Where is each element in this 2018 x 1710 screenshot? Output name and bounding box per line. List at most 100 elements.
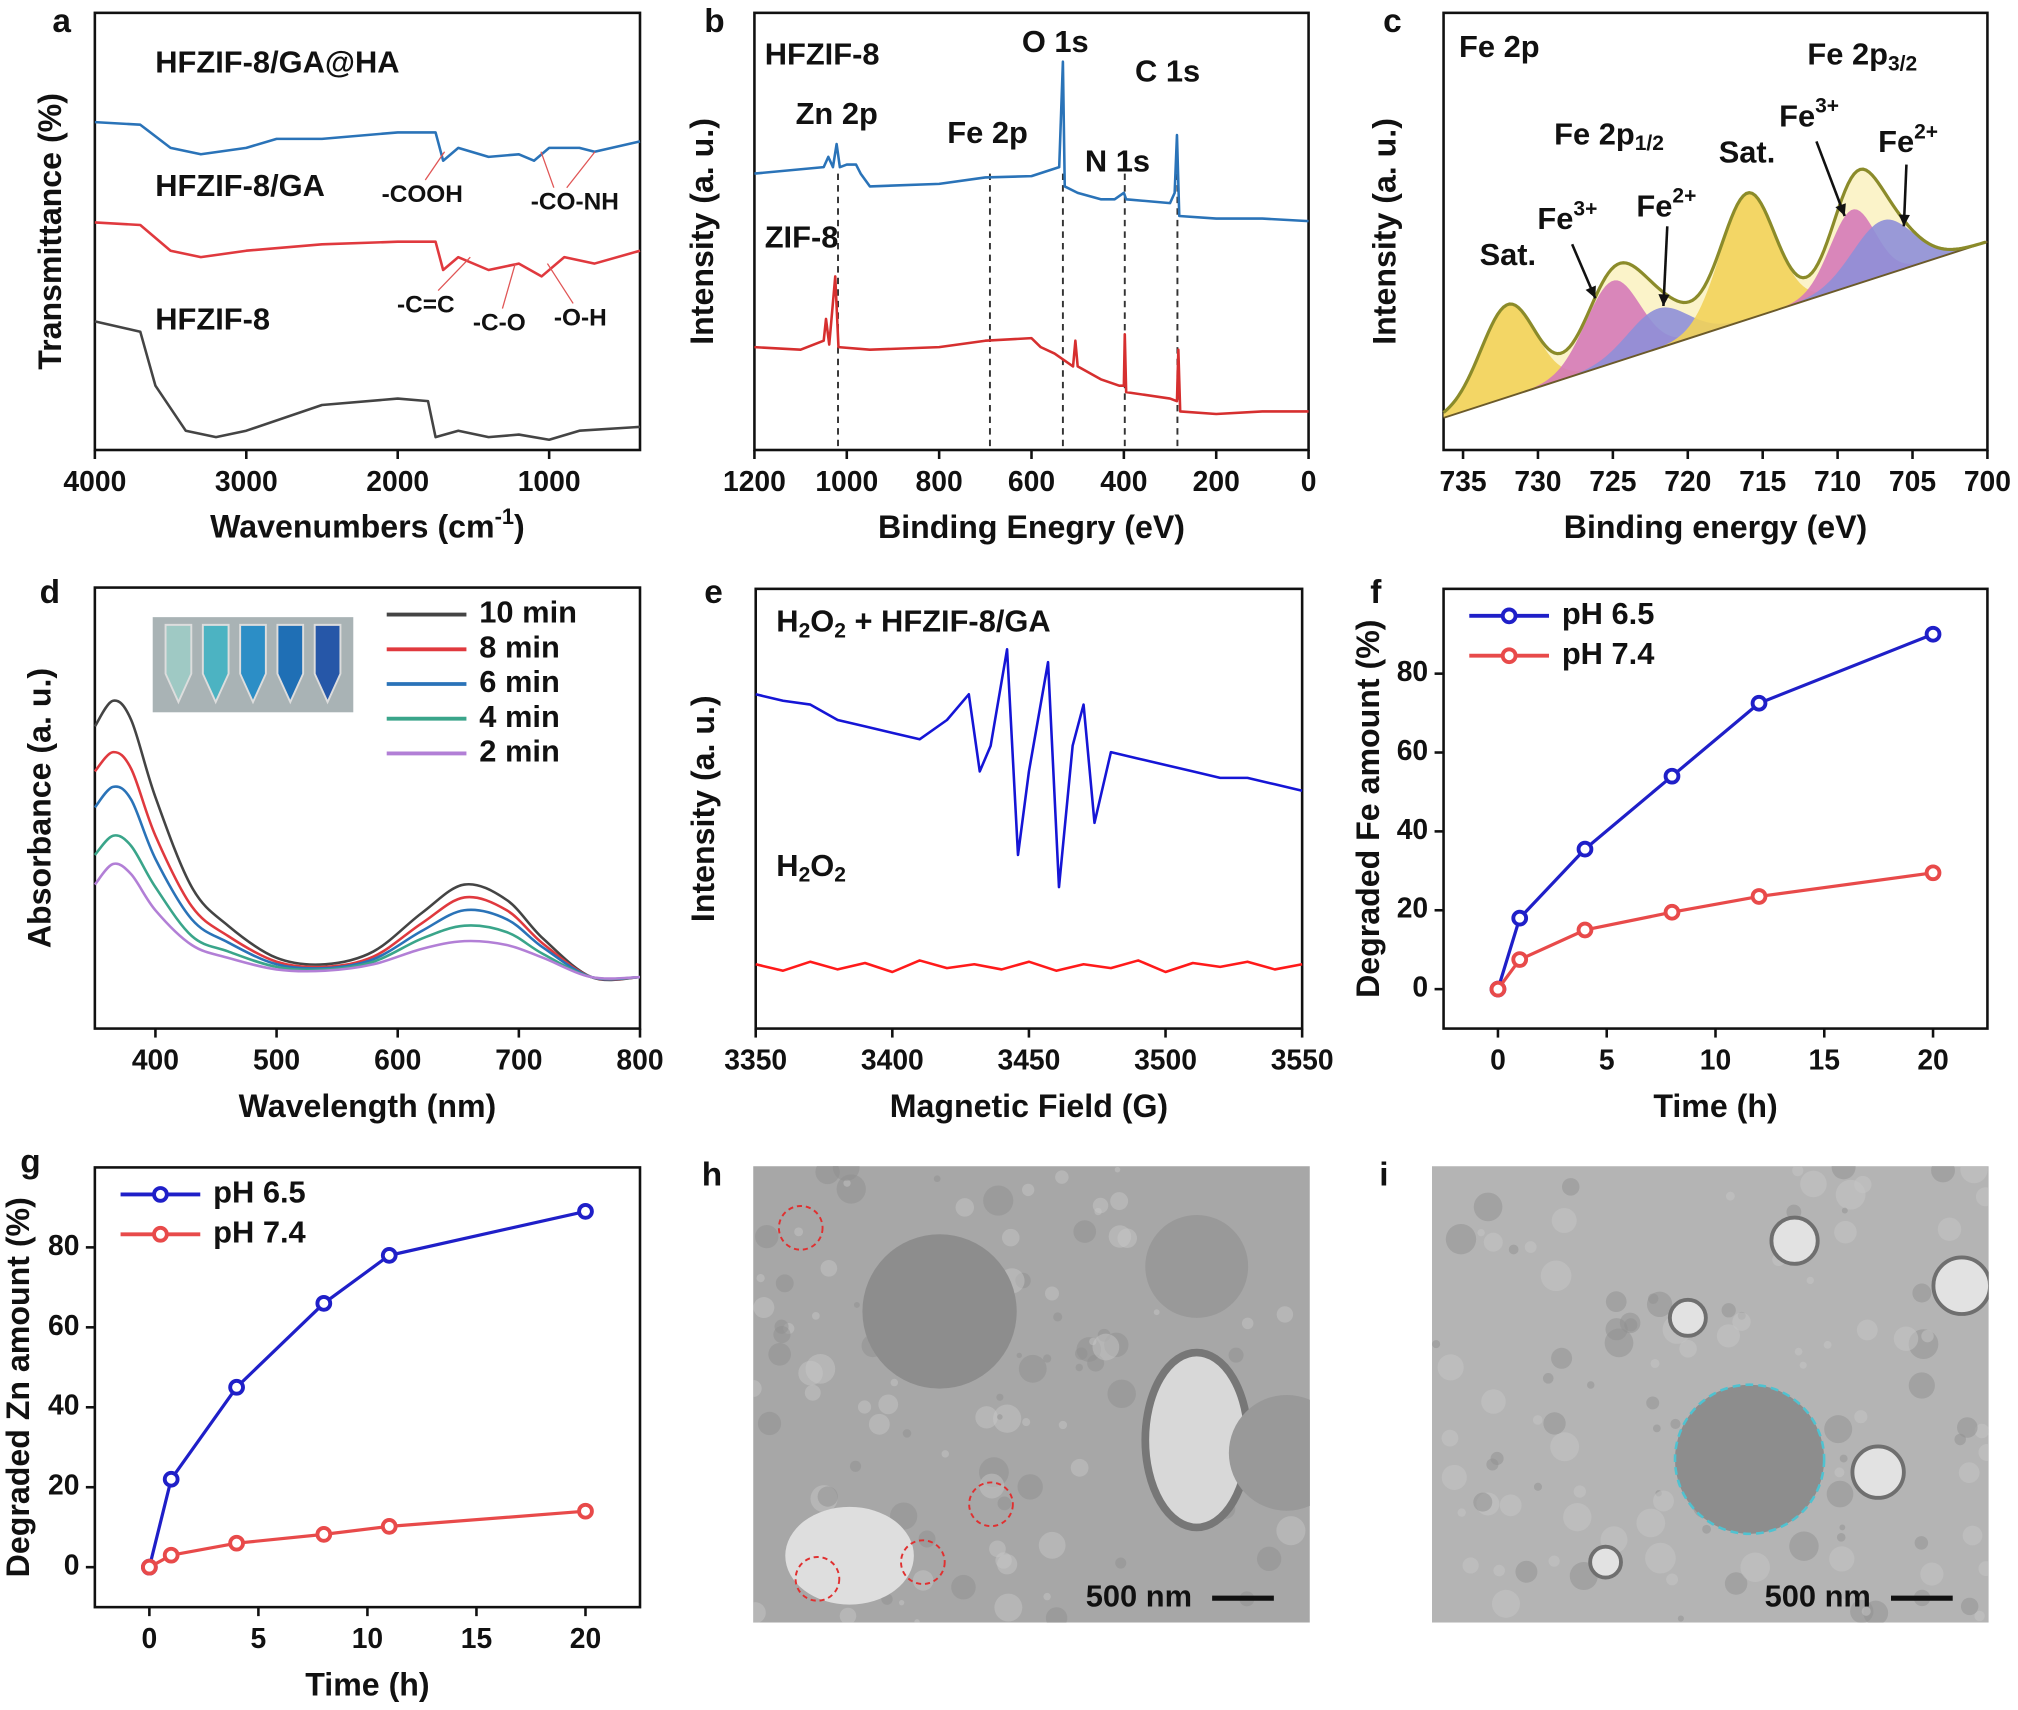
x-tick-label: 400 xyxy=(1100,465,1147,497)
series-label: H2O2 xyxy=(776,848,846,886)
texture xyxy=(1114,1166,1121,1173)
series-line xyxy=(94,221,641,278)
text-part: Wavenumbers (cm xyxy=(210,509,494,545)
vesicle xyxy=(785,1506,914,1605)
texture xyxy=(1473,1192,1503,1222)
baseline xyxy=(1443,240,1988,419)
data-point xyxy=(577,1203,594,1220)
text-part: 2 xyxy=(834,863,846,886)
legend-label: 4 min xyxy=(479,699,560,734)
text-part: O xyxy=(810,848,834,883)
y-tick-label: 0 xyxy=(64,1549,80,1581)
series-line xyxy=(93,862,641,980)
texture xyxy=(1276,1516,1306,1546)
vesicle xyxy=(1850,1444,1906,1500)
texture xyxy=(1070,1458,1089,1477)
texture xyxy=(918,1530,936,1548)
x-tick-label: 730 xyxy=(1514,465,1561,497)
highlight-circle xyxy=(777,1205,824,1251)
data-point xyxy=(162,1470,180,1488)
envelope-line xyxy=(1442,167,1987,414)
annotation-arrow xyxy=(501,263,516,309)
texture xyxy=(798,1360,823,1386)
x-tick-label: 715 xyxy=(1739,465,1786,497)
texture xyxy=(1491,1589,1521,1618)
texture xyxy=(1931,1166,1955,1183)
data-point xyxy=(228,1378,245,1396)
texture xyxy=(1636,1508,1666,1538)
x-tick-label: 0 xyxy=(142,1622,158,1654)
texture xyxy=(1824,1415,1853,1444)
texture xyxy=(768,1342,791,1366)
text-part: Sat. xyxy=(1480,237,1537,272)
y-axis-label: Transmittance (%) xyxy=(32,93,68,370)
texture xyxy=(1550,1432,1580,1462)
annotation: Fe 2p xyxy=(1459,29,1540,64)
texture xyxy=(1834,1467,1845,1478)
texture xyxy=(1115,1557,1127,1569)
texture xyxy=(890,1378,899,1387)
series-line xyxy=(755,959,1303,974)
texture xyxy=(1563,1503,1592,1532)
text-part: O xyxy=(810,604,834,639)
data-point xyxy=(315,1294,333,1312)
annotation-arrow xyxy=(566,151,596,189)
text-part: -1 xyxy=(495,504,514,529)
text-part: 2+ xyxy=(1914,120,1938,143)
text-part: Sat. xyxy=(1719,134,1776,169)
texture xyxy=(995,1552,1012,1569)
x-tick-label: 600 xyxy=(1008,465,1055,497)
fit-component xyxy=(1764,219,1986,315)
plot-frame xyxy=(93,586,642,1030)
x-tick-label: 1200 xyxy=(723,465,786,497)
y-axis-label: Intensity (a. u.) xyxy=(685,695,721,922)
texture xyxy=(1533,1482,1542,1491)
texture xyxy=(1043,1354,1052,1363)
panel-label: b xyxy=(704,3,724,40)
x-tick-label: 700 xyxy=(495,1043,542,1075)
texture xyxy=(1800,1170,1827,1198)
y-axis-label: Intensity (a. u.) xyxy=(684,118,720,345)
component-label: Sat. xyxy=(1480,237,1537,272)
texture xyxy=(1486,1458,1499,1471)
annotation: Fe 2p1/2 xyxy=(1554,116,1664,154)
text-part: 1/2 xyxy=(1635,132,1664,155)
texture xyxy=(1648,1293,1659,1304)
organelle xyxy=(1228,1395,1310,1511)
annotation: C 1s xyxy=(1135,53,1200,88)
texture xyxy=(1792,1166,1804,1177)
texture xyxy=(753,1297,775,1319)
texture xyxy=(1724,1572,1748,1595)
panel-label: h xyxy=(702,1156,722,1193)
series-line xyxy=(148,1509,586,1569)
texture xyxy=(868,1413,890,1435)
texture xyxy=(1863,1600,1889,1623)
texture xyxy=(1587,1381,1595,1389)
texture xyxy=(1960,1166,1988,1184)
text-part: Fe 2p xyxy=(1459,29,1540,64)
texture xyxy=(1543,1412,1566,1435)
texture xyxy=(1799,1361,1807,1369)
annotation: -C=C xyxy=(397,291,455,318)
texture xyxy=(1561,1178,1580,1196)
text-part: Fe xyxy=(1636,188,1672,223)
texture xyxy=(1108,1225,1132,1248)
texture xyxy=(1432,1340,1441,1349)
data-point xyxy=(1750,694,1768,712)
texture xyxy=(1786,1204,1802,1220)
arrow-head xyxy=(1835,203,1846,216)
x-tick-label: 600 xyxy=(374,1043,421,1075)
legend-label: 10 min xyxy=(479,595,577,630)
legend-label: pH 7.4 xyxy=(1562,636,1655,671)
data-point xyxy=(380,1518,398,1535)
text-part: 3/2 xyxy=(1888,52,1917,75)
series-label: H2O2 + HFZIF-8/GA xyxy=(776,604,1050,642)
vesicle xyxy=(1931,1255,1989,1316)
annotation: -CO-NH xyxy=(531,189,619,216)
x-tick-label: 1000 xyxy=(815,465,878,497)
data-point xyxy=(228,1534,245,1552)
texture xyxy=(1437,1354,1464,1381)
x-tick-label: 710 xyxy=(1814,465,1861,497)
legend-label: pH 7.4 xyxy=(213,1214,306,1249)
annotation: Zn 2p xyxy=(796,96,878,131)
